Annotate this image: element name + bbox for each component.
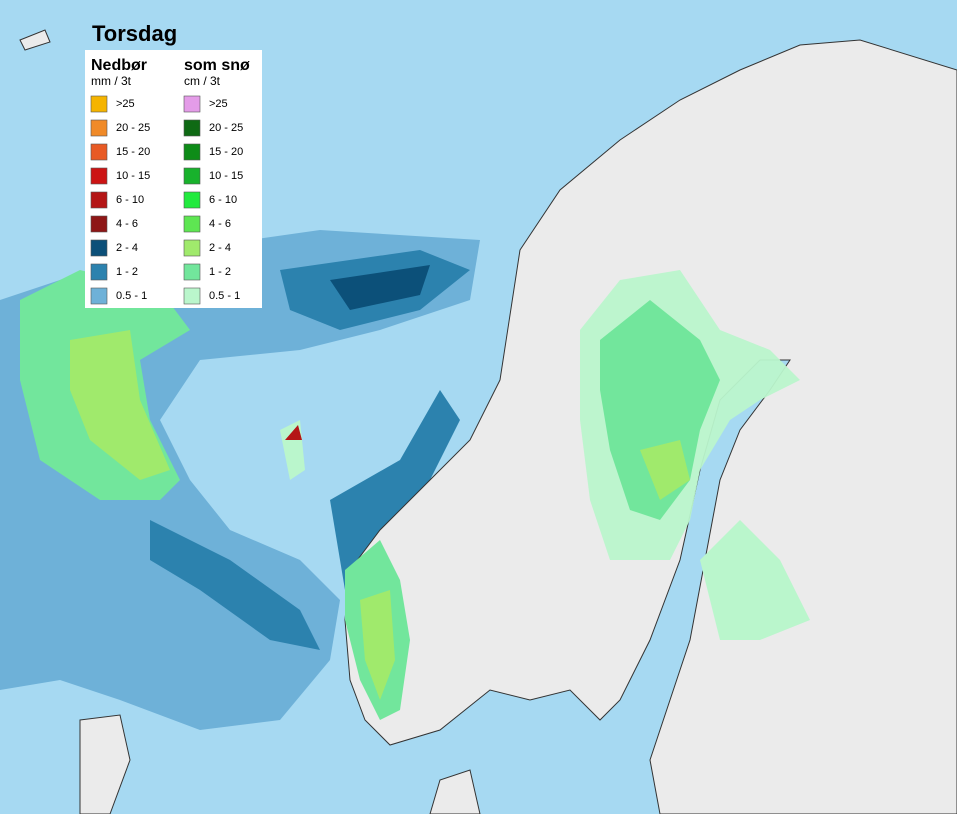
island xyxy=(19,29,51,51)
legend-label: 4 - 6 xyxy=(209,218,231,230)
rain-area xyxy=(150,520,320,650)
land xyxy=(79,714,131,814)
rain-area xyxy=(285,425,302,440)
legend-unit: mm / 3t xyxy=(91,74,132,88)
legend-heading: Nedbør xyxy=(91,57,147,74)
legend-swatch xyxy=(183,143,201,161)
legend-label: 20 - 25 xyxy=(209,122,243,134)
legend-heading: som snø xyxy=(184,57,250,74)
legend-swatch xyxy=(90,95,108,113)
snow-area xyxy=(70,330,170,480)
legend-label: 10 - 15 xyxy=(209,170,243,182)
legend-label: 15 - 20 xyxy=(209,146,243,158)
legend-label: >25 xyxy=(209,98,228,110)
legend-unit: cm / 3t xyxy=(184,74,221,88)
legend-label: 1 - 2 xyxy=(116,266,138,278)
legend-swatch xyxy=(90,191,108,209)
map-title: Torsdag xyxy=(92,21,177,46)
legend-label: 4 - 6 xyxy=(116,218,138,230)
legend-label: 1 - 2 xyxy=(209,266,231,278)
legend-swatch xyxy=(90,167,108,185)
snow-area xyxy=(360,590,395,700)
snow-area xyxy=(600,300,720,520)
legend-label: >25 xyxy=(116,98,135,110)
legend-swatch xyxy=(183,167,201,185)
legend-swatch xyxy=(183,287,201,305)
snow-area xyxy=(700,520,810,640)
legend-label: 0.5 - 1 xyxy=(209,290,240,302)
rain-area xyxy=(330,265,430,310)
legend-label: 2 - 4 xyxy=(116,242,138,254)
legend-label: 10 - 15 xyxy=(116,170,150,182)
legend-box xyxy=(85,50,262,308)
legend-swatch xyxy=(90,239,108,257)
legend-label: 15 - 20 xyxy=(116,146,150,158)
legend-swatch xyxy=(90,119,108,137)
land xyxy=(429,769,481,814)
legend-swatch xyxy=(90,143,108,161)
snow-area xyxy=(640,440,690,500)
legend-label: 20 - 25 xyxy=(116,122,150,134)
legend-swatch xyxy=(183,215,201,233)
legend-swatch xyxy=(183,191,201,209)
legend-swatch xyxy=(183,239,201,257)
legend-label: 2 - 4 xyxy=(209,242,231,254)
legend-swatch xyxy=(90,215,108,233)
legend-swatch xyxy=(183,119,201,137)
legend-items: >25 20 - 25 15 - 20 10 - 15 6 - 10 4 - 6 2 - 4… xyxy=(90,95,243,305)
legend-swatch xyxy=(183,95,201,113)
legend-label: 6 - 10 xyxy=(209,194,237,206)
legend-swatch xyxy=(183,263,201,281)
legend-label: 6 - 10 xyxy=(116,194,144,206)
legend-label: 0.5 - 1 xyxy=(116,290,147,302)
legend-swatch xyxy=(90,263,108,281)
legend-swatch xyxy=(90,287,108,305)
